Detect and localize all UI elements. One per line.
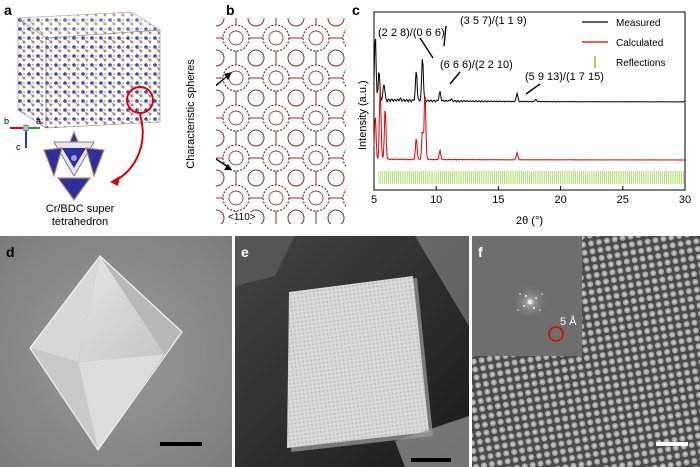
x-tick-label: 5 [371,194,377,206]
panel-f-letter: f [478,244,483,260]
x-tick-label: 10 [430,194,442,206]
axis-c-label: c [16,142,21,152]
panel-a-caption: Cr/BDC super tetrahedron [45,203,115,228]
lattice-projection [216,18,346,224]
xrd-chart: Intensity (a.u.) 2θ (°) 5 10 15 20 25 30 (2 2… [357,11,691,227]
x-tick-label: 25 [617,194,629,206]
x-tick-label: 30 [679,194,691,206]
fft-highlight-circle [548,326,564,342]
axis-a-label: a [36,116,41,126]
scale-bar [656,442,688,446]
x-tick-label: 15 [492,194,504,206]
x-tick-label: 20 [554,194,566,206]
panel-c-letter: c [352,2,360,18]
octahedron-crystal-image [0,236,232,467]
characteristic-spheres-label: Characteristic spheres [185,59,197,169]
crystal-surface-image [235,236,469,467]
legend-reflections: Reflections [616,58,665,69]
direction-label: <110> [226,212,258,223]
legend-measured: Measured [616,18,660,29]
panel-a: a b a c [0,0,172,230]
scale-bar [411,458,451,462]
super-tetrahedron-model [43,130,105,202]
annotation-228: (2 2 8)/(0 6 6) [378,27,445,39]
legend: Measured Calculated Reflections [582,18,665,69]
panel-f: f 5 Å [472,236,700,467]
axis-b-label: b [4,116,9,126]
hrtem-lattice-image [472,236,700,467]
series-calculated-line [373,85,686,161]
annotation-666: (6 6 6)/(2 2 10) [440,59,513,71]
legend-calculated: Calculated [616,38,663,49]
fft-spacing-label: 5 Å [560,316,577,328]
panel-e-letter: e [241,244,249,260]
scale-bar [160,442,202,446]
panel-c: c Intensity (a.u.) 2θ (°) 5 10 15 20 25 30 (2… [350,0,700,230]
panel-e: e [235,236,469,467]
panel-d: d [0,236,232,467]
x-axis-label: 2θ (°) [516,215,543,227]
reflection-markers [378,171,684,184]
panel-b: b Characteristic spheres <110> [172,0,350,230]
annotation-357: (3 5 7)/(1 1 9) [460,15,527,27]
y-axis-label: Intensity (a.u.) [357,80,369,150]
highlight-circle [126,86,154,114]
panel-d-letter: d [6,244,15,260]
annotation-5913: (5 9 13)/(1 7 15) [525,71,604,83]
mof-crystal-structure: b a c [4,11,161,202]
panel-b-letter: b [226,2,235,18]
panel-a-letter: a [4,2,12,18]
